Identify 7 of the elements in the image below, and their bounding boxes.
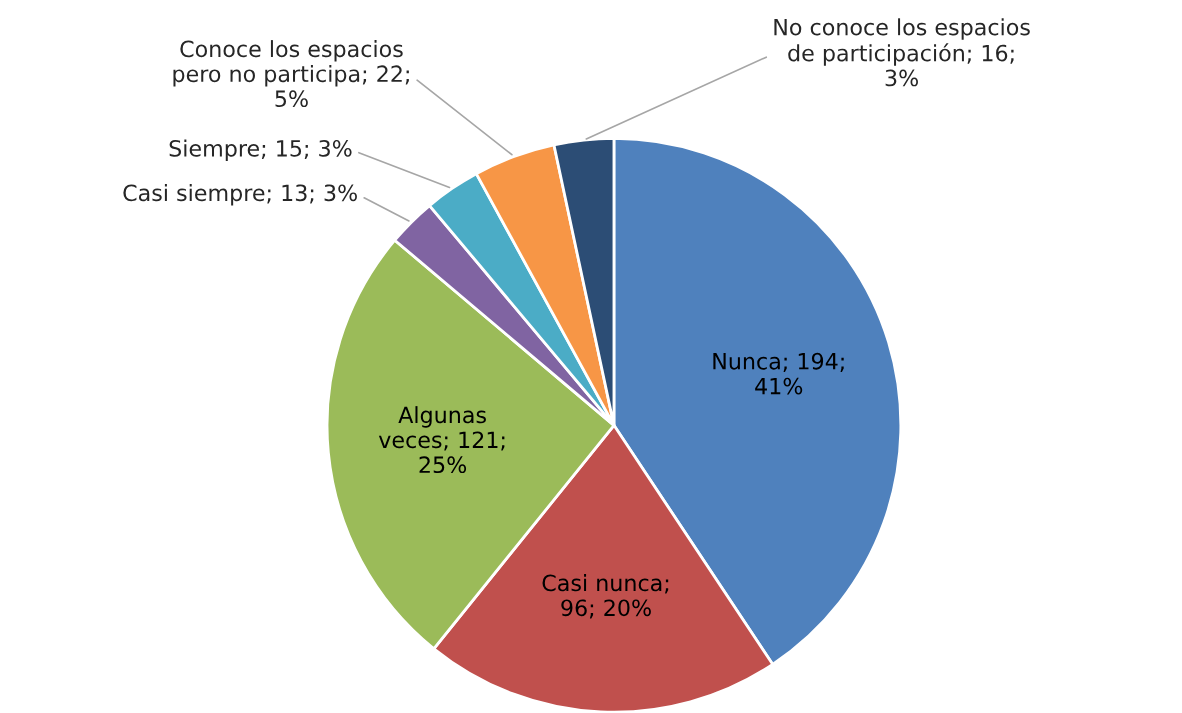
- slice-label: Nunca; 194; 41%: [713, 352, 844, 395]
- slice-label: Conoce los espacios pero no participa; 22; 5%: [173, 40, 409, 108]
- slice-label: No conoce los espacios de participación; 16; 3%: [774, 18, 1030, 87]
- slice-label: Siempre; 15; 3%: [169, 139, 352, 162]
- slice-label: Casi nunca; 96; 20%: [542, 574, 669, 619]
- slice-label: Casi siempre; 13; 3%: [123, 184, 357, 206]
- slice-label: Algunas veces; 121; 25%: [378, 406, 505, 474]
